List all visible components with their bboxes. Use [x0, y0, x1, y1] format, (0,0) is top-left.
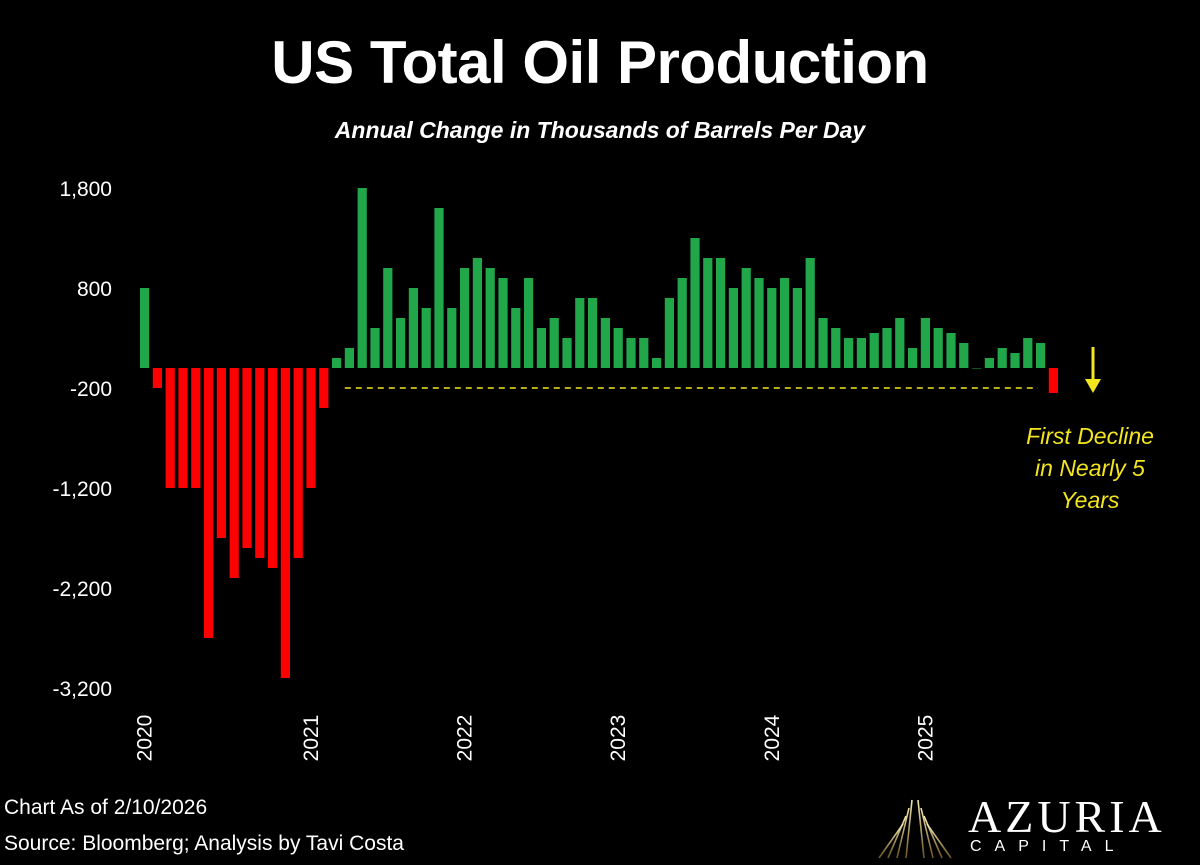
bar: [600, 318, 610, 368]
bar: [383, 268, 393, 368]
chart-subtitle: Annual Change in Thousands of Barrels Pe…: [334, 117, 866, 143]
bar: [869, 333, 879, 368]
bar: [792, 288, 802, 368]
bar: [306, 368, 316, 488]
bar: [549, 318, 559, 368]
chart-title: US Total Oil Production: [271, 29, 929, 96]
x-tick-label: 2022: [454, 715, 477, 762]
chart-as-of-date: Chart As of 2/10/2026: [4, 796, 208, 819]
bar: [319, 368, 329, 408]
bar: [959, 343, 969, 368]
bar: [255, 368, 265, 558]
bar: [357, 188, 367, 368]
brand-tagline: CAPITAL: [970, 838, 1127, 855]
x-tick-label: 2021: [300, 715, 323, 762]
x-tick-label: 2023: [607, 715, 630, 762]
bar: [933, 328, 943, 368]
bar: [421, 308, 431, 368]
bar: [332, 358, 342, 368]
bar: [511, 308, 521, 368]
bar: [997, 348, 1007, 368]
bar: [767, 288, 777, 368]
bar: [741, 268, 751, 368]
bar: [1010, 353, 1020, 368]
bar: [191, 368, 201, 488]
bar: [972, 368, 982, 369]
bar: [984, 358, 994, 368]
bar: [588, 298, 598, 368]
y-tick-label: -200: [70, 378, 112, 401]
bar: [370, 328, 380, 368]
bar: [652, 358, 662, 368]
bar: [229, 368, 239, 578]
bar: [447, 308, 457, 368]
y-tick-label: -2,200: [52, 578, 112, 601]
bar: [908, 348, 918, 368]
bar: [882, 328, 892, 368]
bar: [165, 368, 175, 488]
bar: [293, 368, 303, 558]
bar: [639, 338, 649, 368]
bar: [920, 318, 930, 368]
down-arrow-icon: [1085, 379, 1101, 393]
bar: [626, 338, 636, 368]
bar: [268, 368, 278, 568]
y-tick-label: -1,200: [52, 478, 112, 501]
x-tick-label: 2020: [134, 715, 157, 762]
bar: [562, 338, 572, 368]
bar: [754, 278, 764, 368]
bar: [485, 268, 495, 368]
bar: [396, 318, 406, 368]
bar: [216, 368, 226, 538]
bar: [408, 288, 418, 368]
bar: [1036, 343, 1046, 368]
bar: [434, 208, 444, 368]
azuria-logo-icon: [878, 792, 952, 859]
bar: [728, 288, 738, 368]
y-tick-label: 1,800: [59, 178, 112, 201]
bar: [472, 258, 482, 368]
annotation-line-2: in Nearly 5: [1035, 455, 1145, 481]
bar: [1023, 338, 1033, 368]
bar: [895, 318, 905, 368]
bar: [780, 278, 790, 368]
annotation-line-1: First Decline: [1026, 423, 1154, 449]
bar: [1048, 368, 1058, 393]
y-tick-label: 800: [77, 278, 112, 301]
bar: [280, 368, 290, 678]
bar: [204, 368, 214, 638]
bar: [818, 318, 828, 368]
bar: [524, 278, 534, 368]
bar: [613, 328, 623, 368]
bar: [242, 368, 252, 548]
x-tick-label: 2025: [914, 715, 937, 762]
x-tick-label: 2024: [761, 714, 784, 761]
y-tick-label: -3,200: [52, 678, 112, 701]
bar: [344, 348, 354, 368]
bar: [460, 268, 470, 368]
bar: [703, 258, 713, 368]
bar: [575, 298, 585, 368]
bar: [178, 368, 188, 488]
bar: [152, 368, 162, 388]
annotation-line-3: Years: [1060, 487, 1120, 513]
bar: [716, 258, 726, 368]
bar: [498, 278, 508, 368]
bar: [690, 238, 700, 368]
chart-source: Source: Bloomberg; Analysis by Tavi Cost…: [4, 832, 404, 855]
annotation-first-decline: First Decline in Nearly 5 Years: [1000, 420, 1180, 516]
bar: [844, 338, 854, 368]
bar: [831, 328, 841, 368]
brand-name: AZURIA: [968, 791, 1166, 842]
bar: [664, 298, 674, 368]
bar: [140, 288, 150, 368]
bar: [856, 338, 866, 368]
bar: [677, 278, 687, 368]
bar: [805, 258, 815, 368]
bar: [536, 328, 546, 368]
bar: [946, 333, 956, 368]
